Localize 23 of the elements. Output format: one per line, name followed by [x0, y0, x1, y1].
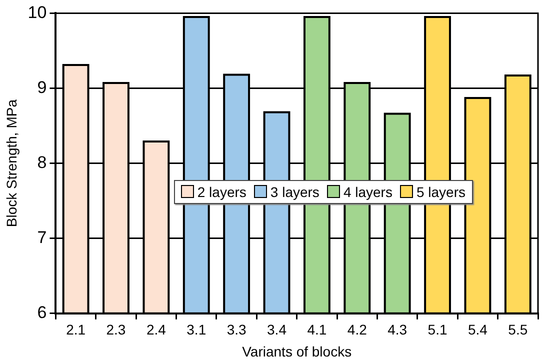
x-tick-label: 3.4	[267, 322, 287, 338]
legend-label: 3 layers	[270, 184, 320, 200]
legend-label: 5 layers	[416, 184, 466, 200]
y-axis-title: Block Strength, MPa	[3, 99, 20, 228]
x-tick-label: 3.1	[186, 322, 206, 338]
x-tick-label: 2.3	[106, 322, 126, 338]
legend-label: 4 layers	[343, 184, 392, 200]
y-tick-label: 6	[37, 303, 47, 322]
y-tick-label: 8	[37, 152, 47, 172]
legend-label: 2 layers	[197, 184, 246, 200]
x-tick-label: 5.4	[468, 322, 488, 338]
y-tick-label: 7	[37, 228, 47, 248]
x-tick-label: 4.2	[347, 322, 368, 338]
x-tick-label: 2.1	[66, 322, 86, 338]
x-tick-label: 2.4	[146, 322, 166, 338]
y-tick-label: 9	[37, 78, 47, 97]
x-tick-label: 5.1	[428, 322, 448, 338]
x-tick-label: 4.3	[388, 322, 408, 338]
y-tick-label: 10	[28, 2, 47, 22]
x-tick-label: 3.3	[226, 322, 247, 338]
x-tick-label: 4.1	[307, 322, 327, 338]
x-axis-title: Variants of blocks	[242, 343, 352, 360]
x-tick-label: 5.5	[508, 322, 528, 338]
